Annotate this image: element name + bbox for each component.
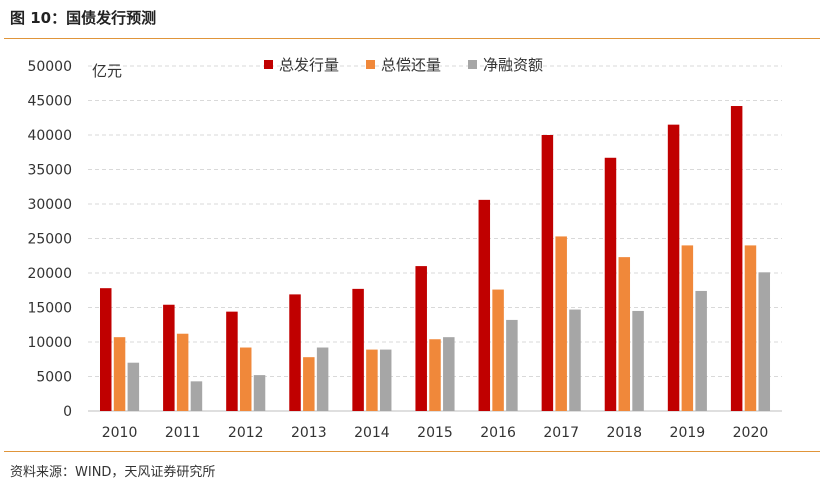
bar: [744, 245, 757, 411]
x-tick-label: 2013: [291, 425, 327, 441]
bar: [226, 311, 238, 411]
y-tick-label: 25000: [27, 232, 72, 248]
bar: [352, 288, 364, 411]
y-tick-label: 30000: [27, 197, 72, 213]
figure-source: 资料来源：WIND，天风证券研究所: [10, 465, 216, 480]
bar: [99, 288, 112, 411]
y-tick-label: 15000: [27, 301, 72, 317]
y-tick-label: 10000: [27, 335, 72, 351]
x-tick-label: 2018: [606, 425, 642, 441]
bar: [415, 266, 427, 411]
y-tick-label: 40000: [27, 128, 72, 144]
bar: [667, 124, 680, 412]
bar: [176, 333, 189, 411]
bar: [506, 319, 518, 411]
y-tick-label: 45000: [27, 94, 72, 110]
bar: [541, 135, 554, 411]
top-rule: [4, 38, 820, 39]
legend-label: 净融资额: [483, 56, 543, 74]
bar: [113, 337, 126, 411]
legend-swatch: [264, 60, 273, 69]
y-tick-label: 50000: [27, 59, 72, 75]
legend-swatch: [468, 60, 477, 69]
bar: [303, 357, 315, 411]
bar: [555, 236, 567, 411]
bar: [190, 381, 203, 411]
y-tick-label: 5000: [36, 370, 72, 386]
x-tick-label: 2016: [480, 425, 516, 441]
bar: [569, 309, 581, 411]
bar: [618, 257, 631, 411]
figure-title: 图 10：国债发行预测: [10, 9, 157, 27]
x-tick-label: 2012: [228, 425, 264, 441]
x-tick-label: 2019: [670, 425, 706, 441]
x-tick-label: 2010: [102, 425, 138, 441]
y-tick-label: 35000: [27, 163, 72, 179]
bar: [379, 349, 392, 411]
bar: [443, 337, 455, 411]
x-tick-label: 2017: [543, 425, 579, 441]
bar: [695, 290, 707, 411]
legend-swatch: [366, 60, 375, 69]
y-axis-unit-label: 亿元: [92, 62, 122, 80]
bar: [127, 362, 140, 411]
bar: [758, 272, 771, 411]
legend-label: 总发行量: [279, 56, 339, 74]
bar: [316, 347, 329, 411]
bar: [478, 199, 491, 411]
bar: [239, 347, 252, 411]
bar: [730, 106, 743, 412]
x-tick-label: 2014: [354, 425, 390, 441]
bar: [632, 310, 644, 411]
bar: [163, 304, 175, 411]
bar: [366, 349, 378, 411]
bar: [604, 157, 617, 411]
bar: [681, 245, 694, 411]
bottom-rule: [4, 451, 820, 452]
bar: [289, 294, 301, 411]
x-tick-label: 2011: [165, 425, 201, 441]
x-tick-label: 2015: [417, 425, 453, 441]
y-tick-label: 20000: [27, 266, 72, 282]
x-tick-label: 2020: [733, 425, 769, 441]
bar: [253, 375, 266, 411]
bar: [429, 339, 441, 411]
y-tick-label: 0: [63, 404, 72, 420]
legend-label: 总偿还量: [381, 56, 441, 74]
bar: [492, 289, 504, 411]
